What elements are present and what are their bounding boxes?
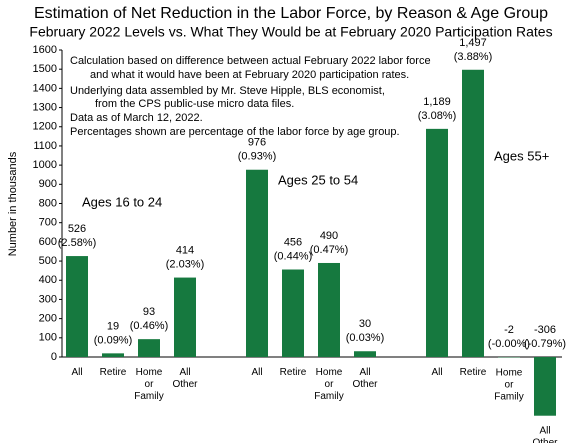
value-label: -306 (-0.79%) <box>524 324 566 350</box>
y-tick-label: 0 <box>51 351 57 363</box>
y-tick-label: 1400 <box>33 82 57 94</box>
group-label: Ages 16 to 24 <box>82 194 162 209</box>
x-tick-label: All <box>431 367 442 378</box>
y-tick-label: 1600 <box>33 44 57 56</box>
value-label: 93 (0.46%) <box>130 306 169 332</box>
y-tick-label: 900 <box>39 178 57 190</box>
bar <box>282 269 304 357</box>
bar <box>138 339 160 357</box>
y-tick-label: 1100 <box>33 140 57 152</box>
bar <box>246 169 268 357</box>
y-tick-label: 600 <box>39 236 57 248</box>
x-tick-label: Home or Family <box>494 367 523 402</box>
group-label: Ages 25 to 54 <box>278 172 358 187</box>
y-tick-label: 1300 <box>33 101 57 113</box>
chart-subtitle: February 2022 Levels vs. What They Would… <box>29 24 552 40</box>
x-tick-label: Home or Family <box>134 367 163 402</box>
bar <box>174 277 196 357</box>
note: from the CPS public-use micro data files… <box>95 98 294 110</box>
value-label: 414 (2.03%) <box>166 244 205 270</box>
note: Data as of March 12, 2022. <box>70 112 203 124</box>
value-label: 976 (0.93%) <box>238 137 277 163</box>
x-tick-label: Retire <box>100 367 127 378</box>
bar <box>426 128 448 357</box>
note: Percentages shown are percentage of the … <box>70 126 400 138</box>
value-label: 526 (2.58%) <box>58 223 97 249</box>
value-label: 19 (0.09%) <box>94 320 133 346</box>
group-label: Ages 55+ <box>494 148 549 163</box>
y-tick-label: 700 <box>39 217 57 229</box>
bar <box>102 353 124 357</box>
x-tick-label: All Other <box>352 367 378 390</box>
bar <box>318 262 340 357</box>
note: Calculation based on difference between … <box>70 55 431 67</box>
bar <box>354 351 376 357</box>
chart-title: Estimation of Net Reduction in the Labor… <box>34 5 548 22</box>
y-tick-label: 800 <box>39 197 57 209</box>
y-tick-label: 1500 <box>33 63 57 75</box>
value-label: 1,189 (3.08%) <box>418 96 457 122</box>
y-axis-label: Number in thousands <box>7 151 19 256</box>
x-tick-label: Home or Family <box>314 367 343 402</box>
x-tick-label: All <box>71 367 82 378</box>
y-tick-label: 400 <box>39 274 57 286</box>
x-tick-label: All Other <box>532 425 558 443</box>
y-tick-label: 300 <box>39 293 57 305</box>
bar <box>534 357 556 416</box>
value-label: 490 (0.47%) <box>310 230 349 256</box>
y-tick-label: 500 <box>39 255 57 267</box>
value-label: 30 (0.03%) <box>346 318 385 344</box>
x-tick-label: Retire <box>460 367 487 378</box>
value-label: 456 (0.44%) <box>274 236 313 262</box>
value-label: -2 (-0.00%) <box>488 324 530 350</box>
x-tick-label: Retire <box>280 367 307 378</box>
bar <box>462 69 484 357</box>
bar <box>66 256 88 357</box>
value-label: 1,497 (3.88%) <box>454 37 493 63</box>
y-tick-label: 1200 <box>33 121 57 133</box>
note: Underlying data assembled by Mr. Steve H… <box>70 85 385 97</box>
x-tick-label: All <box>251 367 262 378</box>
x-tick-label: All Other <box>172 367 198 390</box>
note: and what it would have been at February … <box>90 69 409 81</box>
y-tick-label: 200 <box>39 313 57 325</box>
y-tick-label: 1000 <box>33 159 57 171</box>
y-tick-label: 100 <box>39 332 57 344</box>
